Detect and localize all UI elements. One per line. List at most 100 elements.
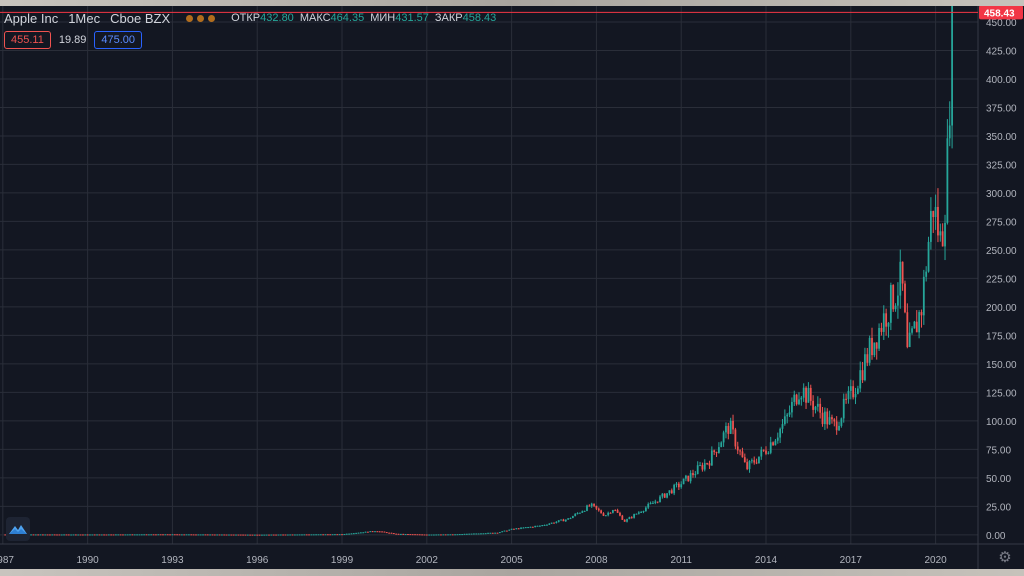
chart-window[interactable]: 0.00 25.00 50.00 75.00 100.00 125.00 150.00 175… <box>0 6 1024 569</box>
candle-body <box>635 513 638 515</box>
candle-body <box>550 522 553 524</box>
candle-body <box>892 285 895 310</box>
x-tick-label: 1993 <box>161 555 184 566</box>
candle-body <box>685 475 687 479</box>
y-tick-label: 125.00 <box>986 388 1017 399</box>
candle-body <box>602 513 605 516</box>
candle-body <box>595 505 598 509</box>
candle-body <box>946 138 949 223</box>
candle-body <box>538 525 541 527</box>
candle-body <box>275 534 277 536</box>
candle-body <box>261 534 263 536</box>
y-tick-label: 100.00 <box>986 417 1017 428</box>
price-chart[interactable]: 0.00 25.00 50.00 75.00 100.00 125.00 150.00 175… <box>0 6 1024 569</box>
symbol-name[interactable]: Apple Inc <box>4 10 59 26</box>
candle-body <box>105 534 108 536</box>
candle-body <box>741 451 744 458</box>
candle-body <box>897 295 899 306</box>
candle-body <box>929 211 932 242</box>
candle-body <box>701 465 704 470</box>
candle-body <box>442 534 445 536</box>
candle-body <box>805 387 807 403</box>
candle-body <box>129 534 131 536</box>
candle-body <box>944 222 946 247</box>
candle-body <box>899 261 902 296</box>
candle-body <box>268 534 270 536</box>
candle-body <box>706 463 709 465</box>
candle-body <box>418 534 421 536</box>
candle-body <box>647 503 650 508</box>
candle-body <box>760 449 763 457</box>
close-label: ЗАКР <box>434 12 463 24</box>
candle-body <box>308 534 310 536</box>
tradingview-logo-icon[interactable] <box>6 517 30 541</box>
candle-body <box>920 312 923 316</box>
candle-body <box>96 534 98 536</box>
candle-body <box>802 387 805 398</box>
close-value: 458.43 <box>462 12 497 24</box>
candle-body <box>520 527 522 529</box>
candle-body <box>451 534 454 536</box>
candle-body <box>562 519 565 522</box>
candle-body <box>484 533 487 535</box>
candle-body <box>301 534 303 536</box>
candle-body <box>190 534 193 536</box>
candle-body <box>458 534 461 536</box>
candle-body <box>124 534 127 536</box>
candle-body <box>425 534 428 536</box>
candle-body <box>675 483 678 485</box>
candle-body <box>546 524 548 526</box>
candle-body <box>571 516 574 519</box>
trade-panel: 455.11 19.89 475.00 <box>4 31 143 49</box>
candle-body <box>788 412 791 415</box>
candle-body <box>435 534 438 536</box>
candle-body <box>41 534 44 536</box>
candle-body <box>623 519 626 522</box>
candle-body <box>195 534 197 536</box>
candle-body <box>272 534 275 536</box>
buy-button[interactable]: 475.00 <box>94 31 143 49</box>
candle-body <box>555 521 558 524</box>
candle-body <box>183 534 186 536</box>
candle-body <box>831 417 833 420</box>
candle-body <box>152 534 155 536</box>
x-tick-label: 2014 <box>755 555 778 566</box>
candle-body <box>609 512 612 514</box>
candle-body <box>159 534 162 536</box>
interval-label[interactable]: 1Мес <box>68 10 101 26</box>
candle-body <box>522 527 525 529</box>
candle-body <box>253 534 256 536</box>
candle-body <box>668 490 671 494</box>
gear-icon[interactable]: ⚙ <box>998 549 1012 566</box>
last-price-label: 458.43 <box>984 8 1015 19</box>
candle-body <box>670 490 673 494</box>
candle-body <box>564 519 567 522</box>
candle-body <box>873 342 876 356</box>
candle-body <box>616 510 619 513</box>
candle-body <box>246 534 249 536</box>
candle-body <box>729 420 732 434</box>
candle-body <box>543 524 546 526</box>
candle-body <box>369 531 372 533</box>
candle-body <box>845 398 847 400</box>
candle-body <box>557 520 560 522</box>
candle-body <box>951 6 953 126</box>
y-tick-label: 325.00 <box>986 160 1017 171</box>
candle-body <box>736 446 739 451</box>
candle-body <box>809 387 812 401</box>
candle-body <box>762 449 765 451</box>
candle-body <box>682 478 685 485</box>
sell-button[interactable]: 455.11 <box>4 31 51 49</box>
candle-body <box>939 231 942 236</box>
candle-body <box>213 534 216 536</box>
candle-body <box>376 531 379 533</box>
candle-body <box>739 450 741 452</box>
candle-body <box>463 533 466 535</box>
candle-body <box>199 534 202 536</box>
candle-body <box>725 426 727 433</box>
y-tick-label: 350.00 <box>986 132 1017 143</box>
dot <box>186 14 194 22</box>
x-tick-label: 1987 <box>0 555 14 566</box>
candle-body <box>708 463 711 466</box>
candle-body <box>232 534 235 536</box>
